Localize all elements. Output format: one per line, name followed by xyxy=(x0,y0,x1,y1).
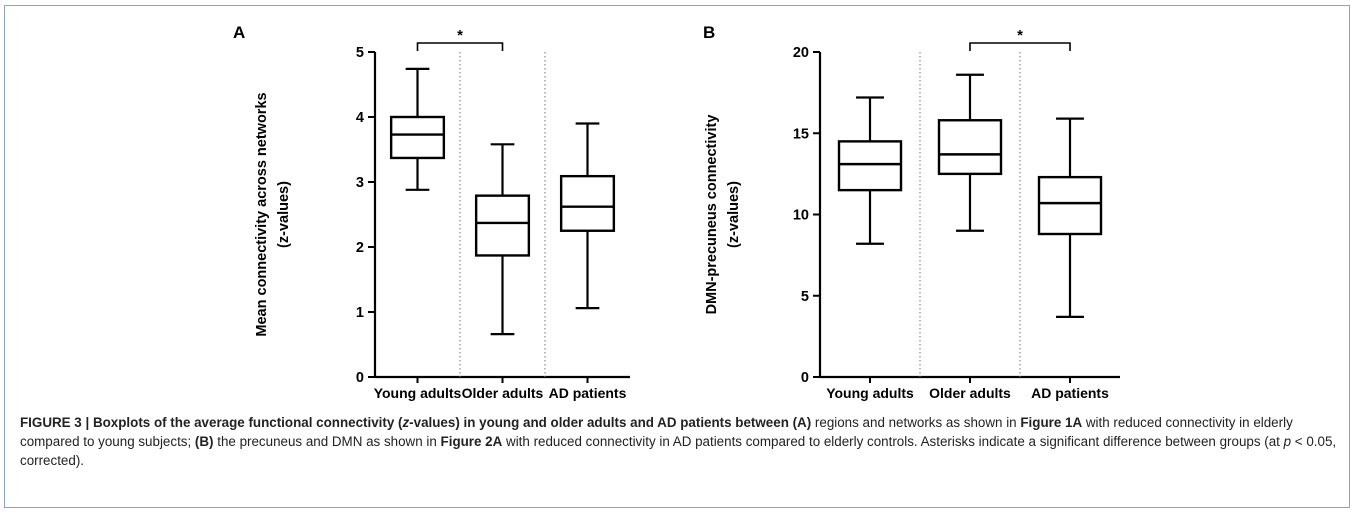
panel-a-label: A xyxy=(233,23,245,42)
panel-b-box xyxy=(937,119,1003,176)
panel-b-xtick-label: AD patients xyxy=(1031,385,1109,401)
panel-b-ylabel: DMN-precuneus connectivity xyxy=(704,115,720,315)
panel-b-ytick-label: 5 xyxy=(801,289,809,305)
panel-b-box xyxy=(1037,175,1103,236)
panel-a-box xyxy=(389,115,446,160)
panel-b-ytick-label: 15 xyxy=(793,126,809,142)
panel-b-ylabel-units: (z-values) xyxy=(726,181,742,248)
panel-a-ytick-label: 1 xyxy=(356,305,364,321)
panel-b-xtick-label: Young adults xyxy=(826,385,914,401)
panel-a-box xyxy=(474,194,531,257)
panel-a-significance-star: * xyxy=(457,27,463,44)
panel-a-box xyxy=(559,174,616,232)
panel-b-significance-bracket xyxy=(969,42,1071,51)
panel-a-xtick-label: Young adults xyxy=(374,385,462,401)
figure-caption: FIGURE 3 | Boxplots of the average funct… xyxy=(20,415,1337,468)
panel-b-xtick-label: Older adults xyxy=(929,385,1011,401)
caption-lead: FIGURE 3 | Boxplots of the average funct… xyxy=(20,415,812,430)
panel-b-significance-star: * xyxy=(1017,27,1023,44)
panel-a-xtick-label: AD patients xyxy=(549,385,627,401)
panel-a-ylabel-units: (z-values) xyxy=(276,181,292,248)
panel-a-ytick-label: 2 xyxy=(356,240,364,256)
panel-a-ytick-label: 5 xyxy=(356,45,364,61)
panel-a-ytick-label: 4 xyxy=(356,110,364,126)
panel-a-significance-bracket xyxy=(416,42,504,51)
panel-a-ylabel: Mean connectivity across networks xyxy=(254,92,270,336)
panel-b-ytick-label: 10 xyxy=(793,208,809,224)
panel-b-box xyxy=(837,140,903,192)
panel-a-ytick-label: 3 xyxy=(356,175,364,191)
panel-b-ytick-label: 0 xyxy=(801,370,809,386)
panel-b-label: B xyxy=(703,23,715,42)
panel-b-ytick-label: 20 xyxy=(793,45,809,61)
panel-a-ytick-label: 0 xyxy=(356,370,364,386)
caption-fig1a-link[interactable]: Figure 1A xyxy=(1020,415,1083,430)
panel-a-xtick-label: Older adults xyxy=(462,385,544,401)
caption-fig2a-link[interactable]: Figure 2A xyxy=(440,434,503,449)
figure-charts: A Mean connectivity across networks (z-val… xyxy=(233,23,1120,401)
figure-frame xyxy=(4,5,1350,508)
